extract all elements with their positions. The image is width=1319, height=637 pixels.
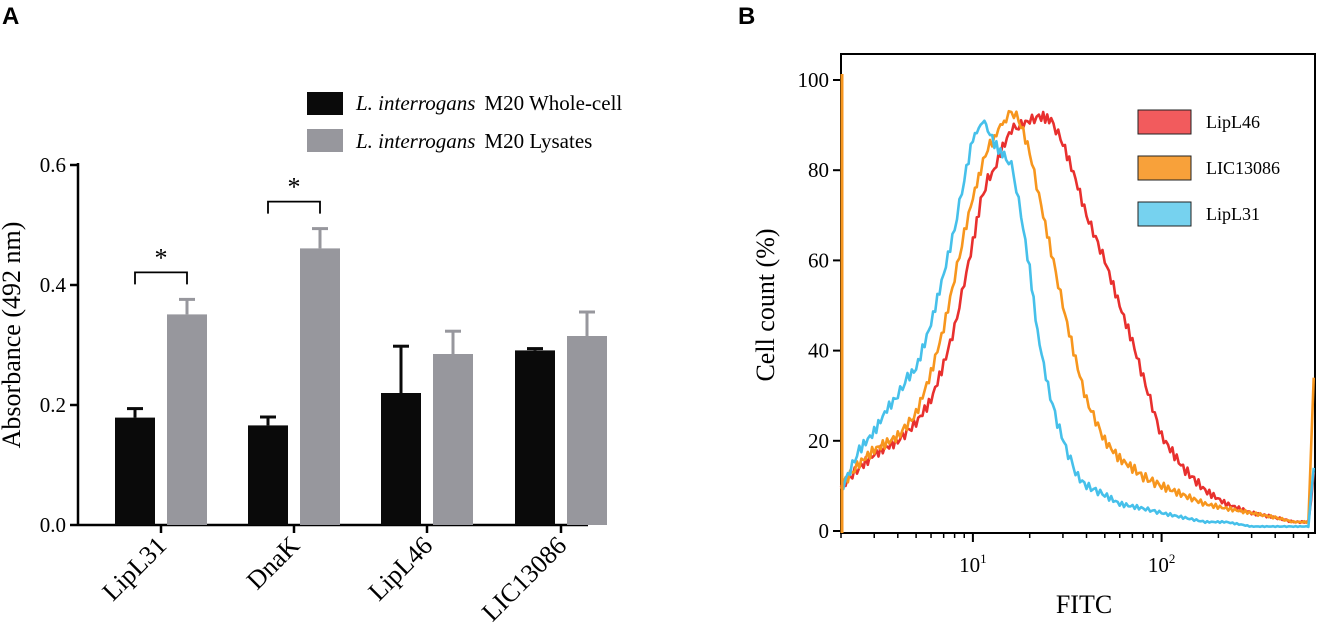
histogram-line-lic13086 [839,109,1315,525]
legend-label-whole-cell: L. interrogans M20 Whole-cell [355,91,622,115]
y-axis-title-b: Cell count (%) [751,228,780,381]
y-tick-label: 40 [808,339,829,363]
bar-lipl31-whole-cell [115,417,155,525]
bar-lipl46-lysates [433,354,473,525]
legend-label-lipl31: LipL31 [1206,204,1260,224]
y-tick-label: 20 [808,429,829,453]
y-tick-label: 60 [808,248,829,272]
legend-italic-whole-cell: L. interrogans [355,91,475,115]
significance-star-lipl31: * [155,243,168,272]
panel-a-bar-chart: L. interrogans M20 Whole-cell L. interrog… [0,91,622,627]
panel-b-histogram: Cell count (%) FITC 0 20 40 60 80 100 10… [751,53,1316,619]
y-ticks-a: 0.0 0.2 0.4 0.6 [40,153,67,537]
y-ticks-b: 0 20 40 60 80 100 [798,68,830,543]
y-tick-label: 80 [808,158,829,182]
bar-lipl31-lysates [167,314,207,525]
category-label-lic13086: LIC13086 [476,531,572,627]
y-tick-label: 0.6 [40,153,66,177]
bar-dnak-lysates [300,248,340,525]
x-tick-exponent: 2 [1169,551,1176,566]
histogram-line-lipl46 [839,110,1315,525]
x-tick-label-10-2: 102 [1148,551,1176,577]
plot-area-a [70,163,607,533]
significance-star-dnak: * [288,173,301,202]
y-axis-title-a: Absorbance (492 nm) [0,222,26,449]
legend-a: L. interrogans M20 Whole-cell L. interrog… [307,91,622,153]
x-axis-title-b: FITC [1056,590,1112,619]
x-tick-label-10-1: 101 [959,551,987,577]
category-label-dnak: DnaK [241,531,306,596]
x-tick-base: 10 [1148,553,1169,577]
legend-label-lipl46: LipL46 [1206,112,1260,132]
legend-rest-lysates: M20 Lysates [484,129,592,153]
legend-label-lysates: L. interrogans M20 Lysates [355,129,592,153]
legend-italic-lysates: L. interrogans [355,129,475,153]
legend-swatch-lic13086 [1137,155,1192,181]
y-tick-label: 0.0 [40,513,66,537]
y-tick-label: 0.4 [40,273,67,297]
plot-area-b [833,53,1316,542]
x-tick-exponent: 1 [980,551,987,566]
y-tick-label: 0.2 [40,393,66,417]
x-tick-base: 10 [959,553,980,577]
significance-stars: * * [155,173,301,273]
legend-b: LipL46 LIC13086 LipL31 [1137,109,1280,227]
histogram-line-lipl31 [840,119,1315,529]
legend-swatch-lipl46 [1137,109,1192,135]
bar-lic13086-whole-cell [515,350,555,525]
y-tick-label: 100 [798,68,830,92]
panel-b-letter: B [738,3,755,30]
y-tick-label: 0 [819,519,830,543]
panel-a-letter: A [2,3,19,30]
bar-lic13086-lysates [567,336,607,525]
legend-label-lic13086: LIC13086 [1206,158,1280,178]
x-ticks-b: 101 102 [959,551,1175,577]
bar-lipl46-whole-cell [381,393,421,525]
category-label-lipl46: LipL46 [363,531,439,607]
x-category-labels-a: LipL31 DnaK LipL46 LIC13086 [97,531,573,627]
significance-bracket-lipl31 [134,271,188,285]
bar-dnak-whole-cell [248,425,288,525]
legend-swatch-whole-cell [307,92,343,115]
significance-bracket-dnak [267,200,321,214]
legend-swatch-lipl31 [1137,201,1192,227]
legend-rest-whole-cell: M20 Whole-cell [484,91,622,115]
legend-swatch-lysates [307,129,343,152]
category-label-lipl31: LipL31 [97,531,173,607]
